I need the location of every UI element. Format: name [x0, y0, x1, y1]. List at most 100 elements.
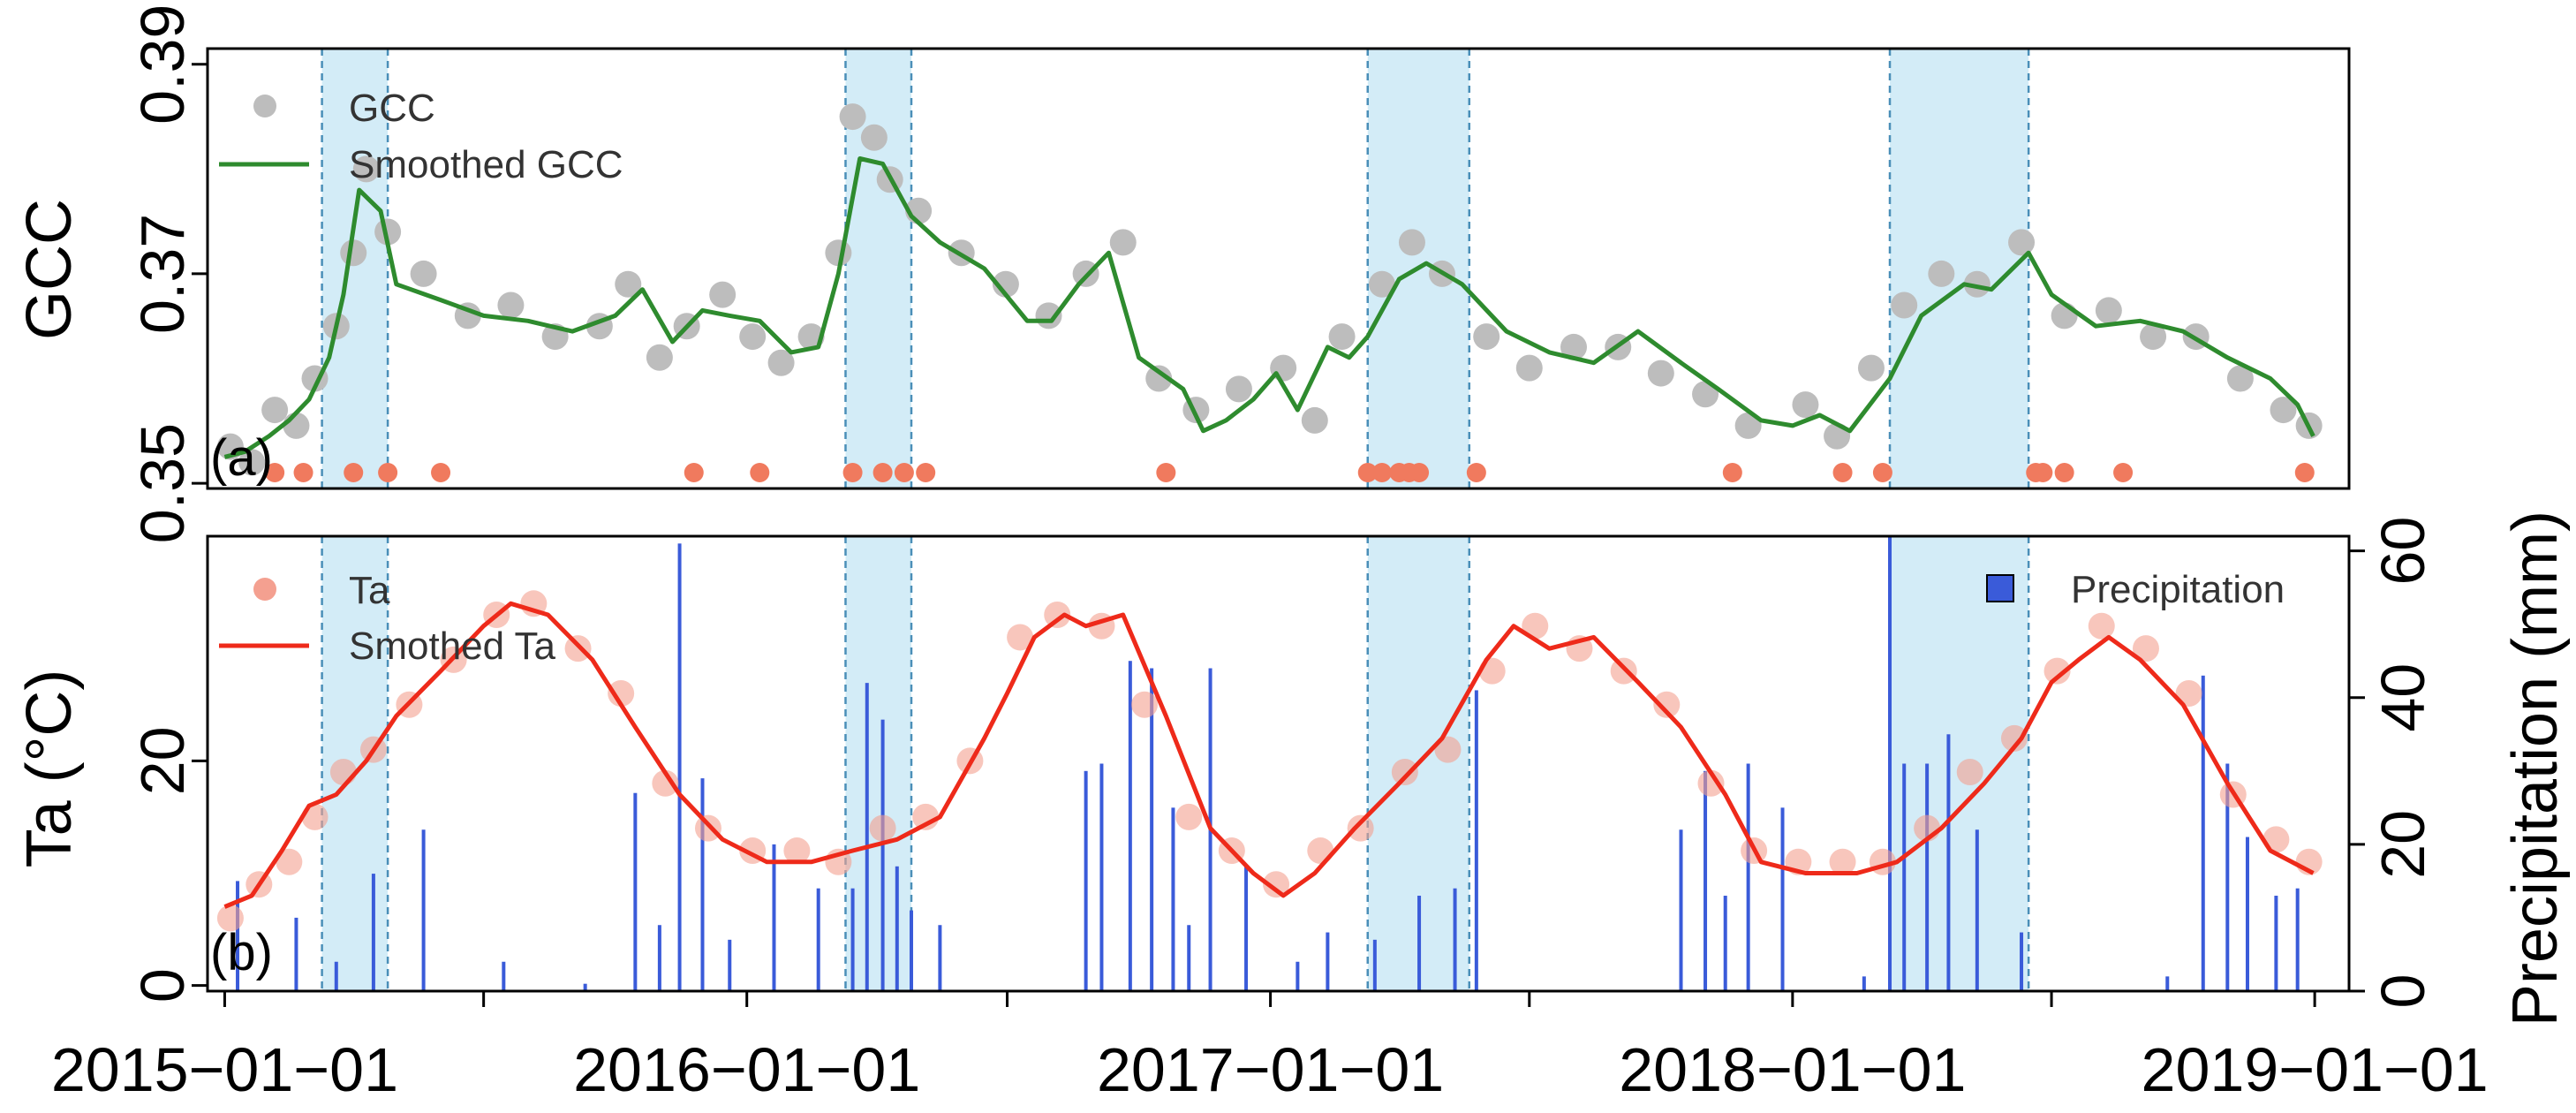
precipitation-bar: [1780, 807, 1785, 991]
gcc-point: [1109, 229, 1137, 256]
ta-point: [216, 905, 244, 932]
legend-precipitation-label: Precipitation: [2071, 568, 2285, 611]
gcc-point: [1225, 375, 1252, 403]
gcc-point: [352, 155, 380, 183]
precipitation-bar: [909, 910, 913, 991]
gcc-point: [2095, 297, 2122, 324]
event-marker: [1357, 463, 1378, 482]
gcc-point: [1301, 406, 1328, 434]
gcc-point: [739, 323, 767, 351]
gcc-y-tick-label: 0.35: [128, 423, 197, 543]
ta-point: [1347, 814, 1374, 842]
gcc-point: [767, 349, 795, 376]
ta-point: [1391, 759, 1418, 786]
gcc-point: [2226, 365, 2254, 392]
precipitation-bar: [865, 683, 869, 991]
precipitation-y-axis-title: Precipitation (mm): [2500, 511, 2571, 1026]
precipitation-bar: [677, 543, 682, 991]
gcc-y-axis-title: GCC: [14, 199, 85, 340]
legend-smoothed-gcc-label: Smoothed GCC: [349, 143, 623, 186]
date-x-tick-label: 2015−01−01: [51, 1035, 398, 1104]
ta-point: [276, 848, 303, 875]
ta-point: [1610, 657, 1637, 685]
event-marker: [842, 463, 863, 482]
date-x-axis: 2015−01−01 2016−01−01 2017−01−01 2018−01−01…: [51, 991, 2489, 1104]
precipitation-bar: [1975, 829, 1979, 991]
precipitation-bar: [1474, 690, 1478, 991]
gcc-y-tick-label: 0.39: [128, 4, 197, 125]
gcc-point: [992, 270, 1019, 298]
ta-point: [869, 814, 896, 842]
smoothed-gcc-line: [223, 156, 2315, 459]
ta-point: [1434, 736, 1462, 763]
ta-point: [1522, 612, 1549, 640]
gcc-point: [1928, 260, 1955, 287]
ta-panel: 0 20 0 20 40 60 2015−01−01 2016−01−01 2017−01−…: [14, 511, 2571, 1104]
precipitation-bar: [1099, 763, 1104, 991]
gcc-point: [410, 260, 437, 287]
event-marker: [2033, 463, 2053, 482]
gcc-point: [1368, 270, 1395, 298]
precipitation-bar: [1150, 668, 1154, 991]
gcc-point: [374, 218, 402, 246]
event-marker: [1466, 463, 1486, 482]
event-marker: [265, 463, 285, 482]
event-marker: [344, 463, 364, 482]
ta-y-tick-label: 0: [128, 968, 197, 1003]
precipitation-bar: [938, 925, 942, 991]
ta-point: [1007, 624, 1034, 651]
gcc-point: [1560, 333, 1588, 360]
precipitation-bar: [633, 792, 638, 991]
precipitation-bar: [1128, 661, 1132, 991]
ta-panel-frame: [206, 534, 2351, 993]
precipitation-bar: [657, 925, 661, 991]
gcc-point: [1328, 323, 1356, 351]
gcc-point: [497, 292, 525, 319]
gcc-point: [2140, 323, 2167, 351]
precipitation-bar: [1703, 770, 1708, 991]
ta-point: [912, 803, 940, 830]
ta-point: [652, 769, 679, 797]
event-marker: [378, 463, 398, 482]
ta-point: [1131, 691, 1159, 718]
event-marker: [684, 463, 704, 482]
event-marker: [2294, 463, 2315, 482]
shaded-period-4: [1890, 536, 2029, 991]
event-markers: [265, 463, 2315, 482]
precipitation-bar: [2225, 763, 2230, 991]
precipitation-bar: [1084, 770, 1088, 991]
gcc-point: [860, 124, 888, 151]
shaded-period-1: [321, 49, 389, 488]
gcc-point: [1891, 292, 1918, 319]
gcc-point: [709, 281, 737, 308]
event-marker: [1872, 463, 1892, 482]
precipitation-bar: [850, 888, 855, 991]
shaded-period-4: [1890, 49, 2029, 488]
precipitation-y-tick-label: 0: [2368, 974, 2437, 1009]
event-marker: [873, 463, 893, 482]
ta-point: [564, 635, 592, 662]
panel-label-b: (b): [210, 924, 273, 981]
gcc-point: [1473, 323, 1500, 351]
event-marker: [916, 463, 936, 482]
precipitation-y-tick-label: 60: [2368, 517, 2437, 586]
ta-y-tick-label: 20: [128, 726, 197, 795]
ta-point: [2175, 680, 2202, 708]
precipitation-bar: [1888, 536, 1892, 991]
legend-gcc-marker: [253, 95, 276, 117]
gcc-point: [839, 103, 866, 131]
gcc-y-tick-label: 0.37: [128, 214, 197, 334]
precipitation-bar: [2201, 675, 2205, 991]
gcc-point: [2270, 397, 2297, 424]
ta-point: [2088, 612, 2115, 640]
shaded-period-2: [845, 536, 911, 991]
ta-point: [1829, 848, 1856, 875]
gcc-point: [1792, 391, 1819, 419]
gcc-point: [1692, 381, 1719, 408]
smoothed-ta-line: [223, 601, 2315, 909]
legend-gcc-label: GCC: [349, 87, 435, 130]
ta-point: [2000, 724, 2028, 752]
panel-label-a: (a): [210, 429, 273, 487]
shaded-period-1: [321, 536, 389, 991]
ta-point: [608, 680, 635, 708]
